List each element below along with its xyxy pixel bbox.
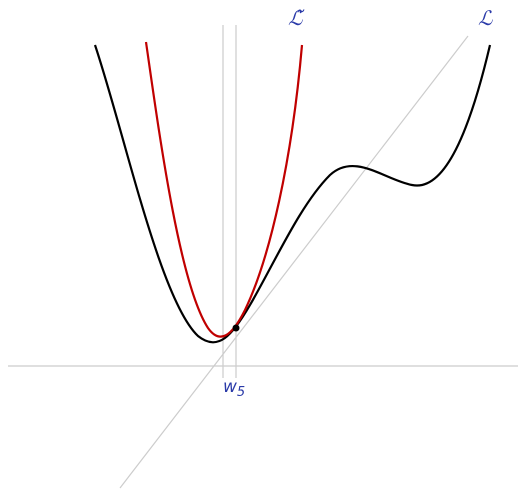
point-label-main: w — [223, 377, 237, 397]
surrogate-curve — [144, 41, 304, 338]
loss-label: ℒ — [478, 6, 493, 30]
tangent-line — [119, 35, 469, 489]
contact-point — [232, 324, 240, 332]
loss-curve — [93, 44, 492, 344]
point-label-subscript: 5 — [237, 385, 245, 400]
point-label: w5 — [223, 377, 245, 400]
surrogate-label: ℒ̃ — [288, 6, 305, 30]
